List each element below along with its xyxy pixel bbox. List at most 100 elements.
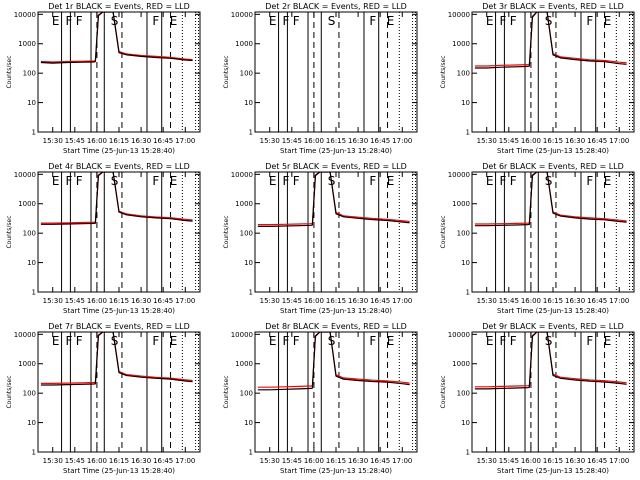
x-tick-label: 16:45 xyxy=(153,297,173,305)
x-tick-label: 17:00 xyxy=(392,137,412,145)
flag-label: F xyxy=(65,334,72,348)
y-tick-label: 10000 xyxy=(14,11,36,19)
plot-frame xyxy=(254,11,418,133)
x-tick-label: 15:30 xyxy=(43,137,63,145)
y-tick-label: 10 xyxy=(461,259,470,267)
x-tick-label: 15:30 xyxy=(260,297,280,305)
y-axis-label: Counts/sec xyxy=(440,375,447,408)
panel-title: Det 3r BLACK = Events, RED = LLD xyxy=(482,2,624,11)
series-lld xyxy=(474,332,627,388)
y-tick-label: 1000 xyxy=(18,200,36,208)
plot-frame xyxy=(254,331,418,453)
x-tick-label: 16:30 xyxy=(348,457,368,465)
series-lld xyxy=(474,12,627,67)
panel-det-6: Det 6r BLACK = Events, RED = LLD Counts/s… xyxy=(440,162,635,315)
x-tick-label: 16:30 xyxy=(565,297,585,305)
x-tick-label: 16:00 xyxy=(304,297,324,305)
x-axis-label: Start Time (25-Jun-13 15:28:40) xyxy=(497,307,609,315)
flag-label: F xyxy=(152,174,159,188)
flag-label: F xyxy=(369,174,376,188)
x-tick-label: 15:45 xyxy=(499,297,519,305)
series-events xyxy=(40,172,193,225)
flag-label: F xyxy=(293,14,300,28)
x-tick-label: 16:00 xyxy=(521,137,541,145)
y-tick-label: 1000 xyxy=(18,40,36,48)
y-tick-label: 100 xyxy=(240,230,253,238)
y-tick-label: 100 xyxy=(457,70,470,78)
x-axis-label: Start Time (25-Jun-13 15:28:40) xyxy=(280,467,392,475)
flag-label: F xyxy=(282,14,289,28)
plot-frame xyxy=(37,331,201,453)
flag-label: E xyxy=(52,174,60,188)
plot-frame xyxy=(471,11,635,133)
y-tick-label: 100 xyxy=(457,230,470,238)
flag-label: F xyxy=(510,14,517,28)
series-lld xyxy=(474,172,627,225)
x-tick-label: 16:15 xyxy=(543,457,563,465)
x-tick-label: 16:45 xyxy=(587,457,607,465)
y-tick-label: 1000 xyxy=(18,360,36,368)
x-tick-label: 15:45 xyxy=(499,137,519,145)
series-events xyxy=(474,172,627,227)
y-tick-label: 10 xyxy=(27,99,36,107)
panel-title: Det 2r BLACK = Events, RED = LLD xyxy=(265,2,407,11)
series-events xyxy=(257,172,410,227)
x-tick-label: 17:00 xyxy=(392,457,412,465)
flag-label: F xyxy=(282,174,289,188)
flag-label: F xyxy=(293,174,300,188)
y-tick-label: 100 xyxy=(240,390,253,398)
y-tick-label: 10 xyxy=(244,259,253,267)
flag-label: E xyxy=(170,334,178,348)
x-axis-label: Start Time (25-Jun-13 15:28:40) xyxy=(497,467,609,475)
flag-label: F xyxy=(293,334,300,348)
series-lld xyxy=(40,332,193,384)
x-tick-label: 17:00 xyxy=(609,297,629,305)
panel-det-3: Det 3r BLACK = Events, RED = LLD Counts/s… xyxy=(440,2,635,155)
flag-label: E xyxy=(387,334,395,348)
x-tick-label: 17:00 xyxy=(175,457,195,465)
flag-label: F xyxy=(65,174,72,188)
flag-label: E xyxy=(486,334,494,348)
y-tick-label: 10000 xyxy=(448,11,470,19)
flag-label: E xyxy=(170,174,178,188)
x-tick-label: 16:00 xyxy=(304,457,324,465)
x-tick-label: 15:30 xyxy=(260,457,280,465)
x-tick-label: 16:00 xyxy=(521,457,541,465)
x-tick-label: 16:30 xyxy=(131,297,151,305)
flag-label: F xyxy=(76,174,83,188)
flag-label: F xyxy=(586,174,593,188)
y-tick-label: 10000 xyxy=(231,331,253,339)
flag-label: E xyxy=(387,14,395,28)
y-tick-label: 1 xyxy=(466,449,470,457)
x-tick-label: 16:30 xyxy=(348,297,368,305)
flag-label: E xyxy=(604,14,612,28)
y-axis-label: Counts/sec xyxy=(6,55,13,88)
x-tick-label: 16:00 xyxy=(521,297,541,305)
x-tick-label: 17:00 xyxy=(609,137,629,145)
y-tick-label: 100 xyxy=(240,70,253,78)
y-tick-label: 1 xyxy=(466,129,470,137)
y-tick-label: 10 xyxy=(244,99,253,107)
flag-label: F xyxy=(499,334,506,348)
series-lld xyxy=(40,172,193,224)
series-lld xyxy=(257,332,410,388)
flag-label: F xyxy=(369,334,376,348)
y-tick-label: 10000 xyxy=(231,11,253,19)
x-tick-label: 16:15 xyxy=(543,297,563,305)
y-tick-label: 10 xyxy=(27,259,36,267)
flag-label: F xyxy=(510,334,517,348)
x-tick-label: 16:45 xyxy=(153,137,173,145)
y-tick-label: 1 xyxy=(249,289,253,297)
x-tick-label: 16:15 xyxy=(326,137,346,145)
panel-title: Det 7r BLACK = Events, RED = LLD xyxy=(48,322,190,331)
x-tick-label: 17:00 xyxy=(175,297,195,305)
y-axis-label: Counts/sec xyxy=(440,215,447,248)
x-tick-label: 16:45 xyxy=(370,137,390,145)
x-tick-label: 15:45 xyxy=(499,457,519,465)
y-tick-label: 10000 xyxy=(448,331,470,339)
flag-label: F xyxy=(586,334,593,348)
x-axis-label: Start Time (25-Jun-13 15:28:40) xyxy=(280,307,392,315)
flag-label: F xyxy=(65,14,72,28)
x-tick-label: 15:45 xyxy=(282,457,302,465)
